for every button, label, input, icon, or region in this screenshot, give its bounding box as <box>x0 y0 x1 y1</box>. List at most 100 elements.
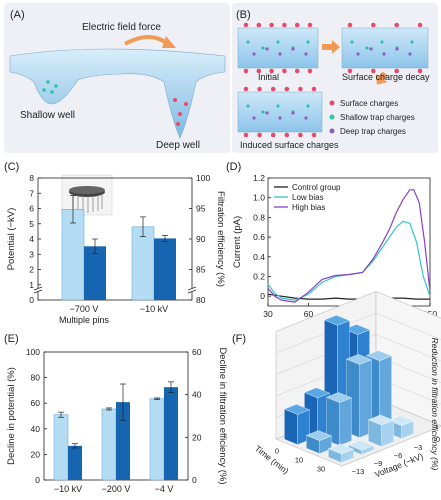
panel-e-letter: (E) <box>4 333 19 345</box>
shallow-trap-charge <box>276 104 280 108</box>
c-right-tick-label: 90 <box>196 234 206 244</box>
f-time-tick-label: 0 <box>275 447 279 456</box>
d-series-line <box>267 293 430 300</box>
surface-charge <box>284 132 290 138</box>
shallow-trap-charge <box>306 104 310 108</box>
e-right-tick-label: 0 <box>192 475 197 485</box>
panel-f-letter: (F) <box>232 333 246 345</box>
e-bar-potential <box>149 398 165 481</box>
deep-trap-charge <box>252 52 256 56</box>
f-bar-face-left <box>284 408 298 445</box>
surface-charge <box>307 68 313 74</box>
e-left-tick-label: 0 <box>35 475 40 485</box>
e-bar-efficiency <box>68 445 82 480</box>
c-right-tick-label: 95 <box>196 204 206 214</box>
surface-charge <box>270 86 276 92</box>
surface-charge <box>270 132 276 138</box>
f-voltage-tick-label: −6 <box>394 451 403 460</box>
initial-label: Initial <box>258 72 279 82</box>
film-charges <box>243 22 423 138</box>
e-ylabel-right: Decline in filtration efficiency (%) <box>217 347 228 484</box>
panel-e: (E) 0 20 40 60 80 100 0 20 40 60 −10 kV −200 V −4 V D… <box>4 333 228 494</box>
d-ylabel: Current (pA) <box>232 216 243 268</box>
film-decay <box>341 27 429 69</box>
surface-charge <box>243 22 249 28</box>
deep-trap-charge <box>408 52 412 56</box>
deep-trap-charge <box>382 52 386 56</box>
c-category-label: −10 kV <box>140 304 168 314</box>
deep-trap-charge <box>278 52 282 56</box>
surface-charge <box>417 22 423 28</box>
shallow-trap-charge <box>276 40 280 44</box>
surface-charge <box>282 68 287 74</box>
e-left-tick-label: 40 <box>31 424 41 434</box>
c-bar-efficiency <box>84 246 106 300</box>
surface-charge <box>284 86 290 92</box>
surface-charge <box>243 132 249 138</box>
shallow-well-charges <box>42 80 58 94</box>
shallow-trap-charge <box>261 110 265 114</box>
e-right-tick-label: 20 <box>192 432 202 442</box>
arrow-right <box>322 40 340 54</box>
e-bar-efficiency <box>164 387 178 480</box>
deep-trap-charge <box>265 111 269 115</box>
surface-charge <box>417 68 423 74</box>
e-bar-potential <box>101 408 117 481</box>
shallow-trap-charge <box>246 40 250 44</box>
f-bar-top <box>366 350 392 361</box>
panel-b-letter: (B) <box>236 9 251 21</box>
film-induced <box>237 91 323 133</box>
c-category-sublabel: Multiple pins <box>59 315 110 325</box>
shallow-trap-charge <box>306 40 310 44</box>
surface-charge <box>371 68 376 74</box>
panel-a: (A) Electric field force Shallow well De… <box>4 3 230 153</box>
surface-charge <box>256 68 262 74</box>
surface-charge <box>294 68 300 74</box>
e-ylabel-left: Decline in potential (%) <box>6 367 17 465</box>
d-y-tick-label: 0.6 <box>253 232 265 242</box>
surface-charge <box>243 86 249 92</box>
d-y-tick-label: 1.0 <box>253 193 265 203</box>
d-legend-label: Control group <box>292 183 341 192</box>
legend-shallow-label: Shallow trap charges <box>340 113 415 122</box>
deep-trap-charge <box>265 47 269 51</box>
e-right-tick-label: 60 <box>192 347 202 357</box>
d-y-tick-label: 0.2 <box>253 271 265 281</box>
f-bar-top <box>368 414 394 426</box>
d-legend-label: High bias <box>292 203 325 212</box>
e-right-tick-label: 40 <box>192 390 202 400</box>
e-left-tick-label: 20 <box>31 449 41 459</box>
deep-trap-charge <box>369 47 373 51</box>
legend-deep-dot <box>329 128 335 134</box>
surface-charge <box>243 68 249 74</box>
surface-charge <box>394 22 399 28</box>
d-x-tick-label: 60 <box>304 309 314 319</box>
f-bar-face-right <box>339 397 352 446</box>
shallow-trap-charge <box>365 46 369 50</box>
d-y-tick-label: 1.2 <box>253 173 265 183</box>
f-time-tick-label: 30 <box>317 465 325 474</box>
e-category-label: −200 V <box>102 484 131 494</box>
f-grid-line <box>275 334 441 375</box>
surface-charge <box>256 22 262 28</box>
panel-a-letter: (A) <box>10 9 25 21</box>
deep-trap-charge <box>291 111 295 115</box>
f-voltage-tick-label: 0 <box>436 435 440 444</box>
legend-deep-label: Deep trap charges <box>340 127 406 136</box>
shallow-trap-charge <box>261 46 265 50</box>
c-ylabel-left: Potential (−kV) <box>6 208 17 271</box>
e-bar-potential <box>53 414 69 481</box>
surface-charge <box>394 68 399 74</box>
c-right-tick-label: 100 <box>196 173 210 183</box>
e-left-tick-label: 100 <box>26 347 40 357</box>
shallow-trap-charge <box>410 40 414 44</box>
f-bar-top <box>304 387 330 399</box>
legend-surface-dot <box>329 100 335 106</box>
c-left-tick-label: 1 <box>29 280 34 290</box>
c-right-tick-label: 80 <box>196 295 206 305</box>
deep-trap-charge <box>356 52 360 56</box>
deep-trap-charge <box>252 116 256 120</box>
c-right-tick-label: 85 <box>196 265 206 275</box>
